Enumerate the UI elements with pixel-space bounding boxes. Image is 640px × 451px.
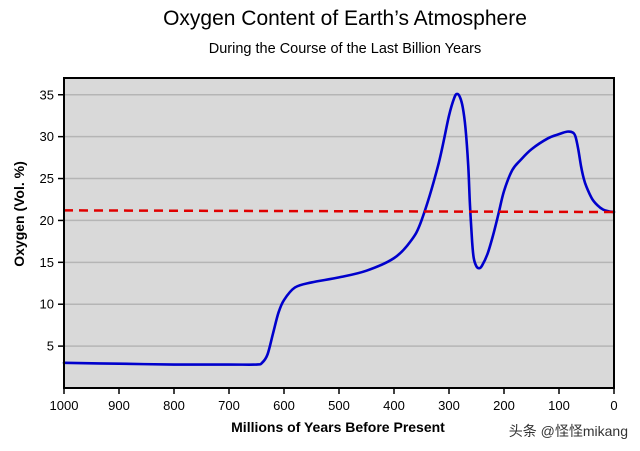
x-tick-label: 800	[163, 398, 185, 413]
chart-subtitle: During the Course of the Last Billion Ye…	[209, 41, 481, 57]
x-tick-label: 200	[493, 398, 515, 413]
y-axis-label: Oxygen (Vol. %)	[11, 161, 27, 267]
y-tick-label: 35	[40, 87, 54, 102]
y-tick-label: 25	[40, 171, 54, 186]
y-tick-label: 15	[40, 255, 54, 270]
x-tick-label: 700	[218, 398, 240, 413]
series-line-oxygen	[62, 92, 616, 366]
x-axis: 1000 900 800 700 600 500 400 300 200 100 0	[50, 388, 618, 413]
y-axis: 5 10 15 20 25 30 35	[40, 87, 64, 354]
x-tick-label: 100	[548, 398, 570, 413]
chart-title: Oxygen Content of Earth’s Atmosphere	[163, 7, 527, 30]
watermark-text: 头条 @怪怪mikang	[509, 423, 628, 439]
x-tick-label: 0	[610, 398, 617, 413]
x-axis-label: Millions of Years Before Present	[231, 419, 445, 435]
series-layer	[62, 92, 616, 366]
x-tick-label: 300	[438, 398, 460, 413]
gridlines	[64, 94, 614, 347]
plot-area	[64, 78, 614, 388]
y-tick-label: 10	[40, 297, 54, 312]
x-tick-label: 1000	[50, 398, 79, 413]
y-tick-label: 5	[47, 339, 54, 354]
x-tick-label: 900	[108, 398, 130, 413]
reference-line-dashed	[63, 209, 615, 214]
y-tick-label: 30	[40, 129, 54, 144]
x-tick-label: 600	[273, 398, 295, 413]
x-tick-label: 400	[383, 398, 405, 413]
y-tick-label: 20	[40, 213, 54, 228]
x-tick-label: 500	[328, 398, 350, 413]
